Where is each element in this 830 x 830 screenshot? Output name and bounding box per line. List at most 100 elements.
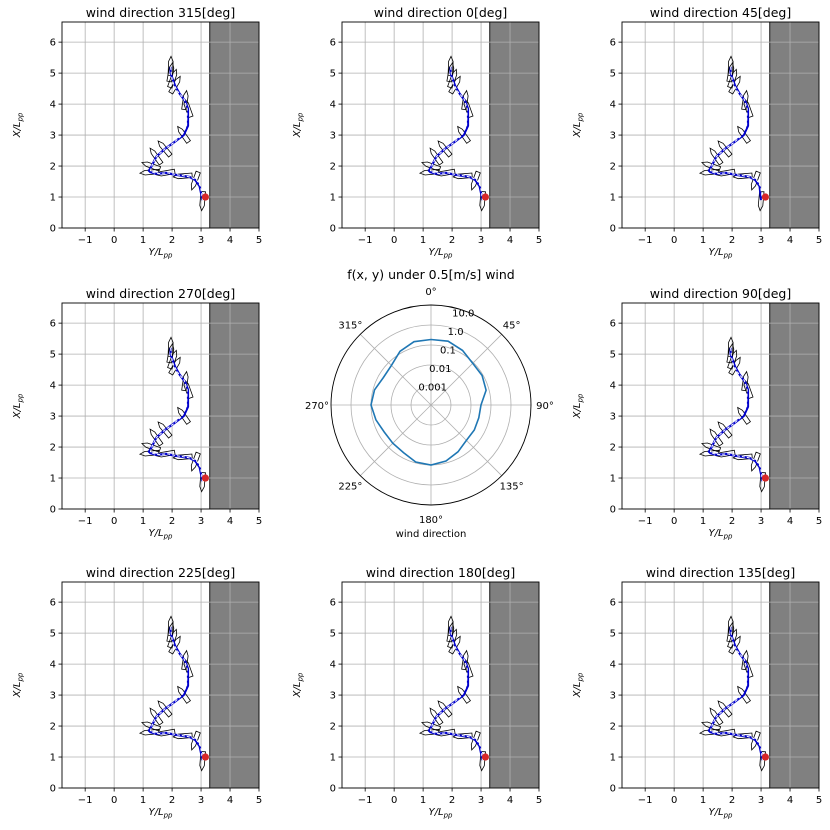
- ship-outline: [140, 442, 162, 453]
- x-tick-label: 3: [198, 235, 204, 246]
- ship-outline: [479, 751, 486, 772]
- y-tick-label: 3: [50, 131, 56, 142]
- reference-line: [149, 626, 203, 761]
- ship-outline: [155, 449, 176, 458]
- x-tick-label: 0: [391, 235, 397, 246]
- ship-outline: [728, 75, 741, 95]
- y-tick-label: 2: [50, 443, 56, 454]
- x-tick-label: 2: [449, 795, 455, 806]
- polar-radial-label: 10.0: [452, 309, 474, 320]
- x-tick-label: 0: [111, 795, 117, 806]
- y-tick-label: 5: [610, 350, 616, 361]
- y-axis-label-sub: pp: [577, 112, 585, 122]
- ship-outline: [715, 728, 736, 737]
- x-tick-label: 3: [198, 516, 204, 527]
- y-tick-label: 2: [610, 443, 616, 454]
- y-tick-label: 0: [610, 505, 616, 516]
- ship-outline: [700, 442, 722, 453]
- x-tick-label: −1: [358, 795, 373, 806]
- y-tick-label: 5: [330, 629, 336, 640]
- y-axis-label-main: X/L: [12, 682, 23, 699]
- x-tick-label: 4: [787, 235, 793, 246]
- y-tick-label: 2: [50, 162, 56, 173]
- y-tick-label: 5: [50, 629, 56, 640]
- y-tick-label: 0: [50, 784, 56, 795]
- x-tick-label: 2: [169, 795, 175, 806]
- ship-outline: [728, 356, 741, 376]
- reference-line: [709, 626, 763, 761]
- trajectory-panel-0: −1 0 1 2 3 4 5 0 1 2 3 4 5 6 wind direction 315[deg] Y/…: [12, 5, 262, 260]
- ship-outline: [437, 700, 453, 718]
- ship-outline: [463, 657, 474, 679]
- ship-outline: [437, 140, 453, 158]
- ship-outline: [157, 140, 173, 158]
- reference-line: [709, 347, 763, 482]
- x-axis-label: Y/Lpp: [149, 247, 174, 260]
- y-axis-label-main: X/L: [572, 682, 583, 699]
- axes-frame: [621, 302, 820, 510]
- y-tick-label: 1: [50, 753, 56, 764]
- y-tick-label: 3: [330, 131, 336, 142]
- x-axis-label-main: Y/L: [149, 247, 164, 258]
- ship-outline: [470, 730, 481, 751]
- x-tick-label: 4: [787, 516, 793, 527]
- ship-outline: [727, 349, 738, 370]
- y-tick-label: 0: [50, 505, 56, 516]
- ship-outline: [700, 161, 722, 172]
- ship-outline: [479, 191, 486, 212]
- y-tick-label: 4: [330, 100, 336, 111]
- ship-outline: [715, 449, 736, 458]
- y-tick-label: 6: [330, 38, 336, 49]
- y-tick-label: 3: [50, 412, 56, 423]
- x-tick-label: −1: [78, 516, 93, 527]
- x-axis-label-main: Y/L: [149, 528, 164, 539]
- ship-outline: [168, 356, 181, 376]
- berth-region: [209, 303, 259, 509]
- y-axis-label: X/Lpp: [292, 112, 305, 138]
- polar-panel: f(x, y) under 0.5[m/s] wind 0.001 0.01 0.1 1…: [305, 267, 554, 540]
- ship-outline: [698, 168, 720, 176]
- y-tick-label: 1: [50, 193, 56, 204]
- ship-outline: [167, 68, 178, 89]
- x-tick-label: 2: [729, 795, 735, 806]
- target-point: [201, 474, 210, 482]
- x-tick-label: 3: [478, 235, 484, 246]
- polar-curve: [370, 338, 487, 466]
- ship-outline: [183, 97, 194, 119]
- ship-outline: [181, 649, 189, 671]
- ship-outline: [181, 370, 189, 392]
- ship-outline: [177, 406, 191, 425]
- x-axis-label: Y/Lpp: [149, 807, 174, 820]
- y-tick-label: 4: [50, 660, 56, 671]
- ship-outline: [140, 161, 162, 172]
- y-axis-label-sub: pp: [297, 112, 305, 122]
- x-tick-label: 4: [787, 795, 793, 806]
- ship-outline: [461, 649, 469, 671]
- berth-region: [769, 303, 819, 509]
- x-tick-label: −1: [638, 516, 653, 527]
- ship-outline: [709, 147, 724, 166]
- y-axis-label-sub: pp: [577, 393, 585, 403]
- ship-outline: [138, 728, 160, 736]
- ship-outline: [741, 89, 749, 111]
- ship-outline: [461, 89, 469, 111]
- ship-outline: [167, 628, 178, 649]
- y-tick-label: 6: [50, 598, 56, 609]
- y-tick-label: 2: [50, 722, 56, 733]
- x-axis-label-main: Y/L: [429, 807, 444, 818]
- x-tick-label: −1: [358, 235, 373, 246]
- y-tick-label: 3: [610, 412, 616, 423]
- reference-line: [709, 66, 763, 201]
- y-axis-label-main: X/L: [12, 122, 23, 139]
- berth-region: [489, 22, 539, 228]
- y-tick-label: 5: [330, 69, 336, 80]
- y-axis-label-sub: pp: [17, 393, 25, 403]
- x-tick-label: 5: [816, 516, 822, 527]
- y-axis-label-main: X/L: [12, 403, 23, 420]
- y-tick-label: 1: [610, 474, 616, 485]
- x-tick-label: 2: [729, 516, 735, 527]
- ship-outline: [140, 721, 162, 732]
- x-tick-label: −1: [78, 235, 93, 246]
- axes-frame: [341, 21, 540, 229]
- ship-outline: [448, 635, 461, 655]
